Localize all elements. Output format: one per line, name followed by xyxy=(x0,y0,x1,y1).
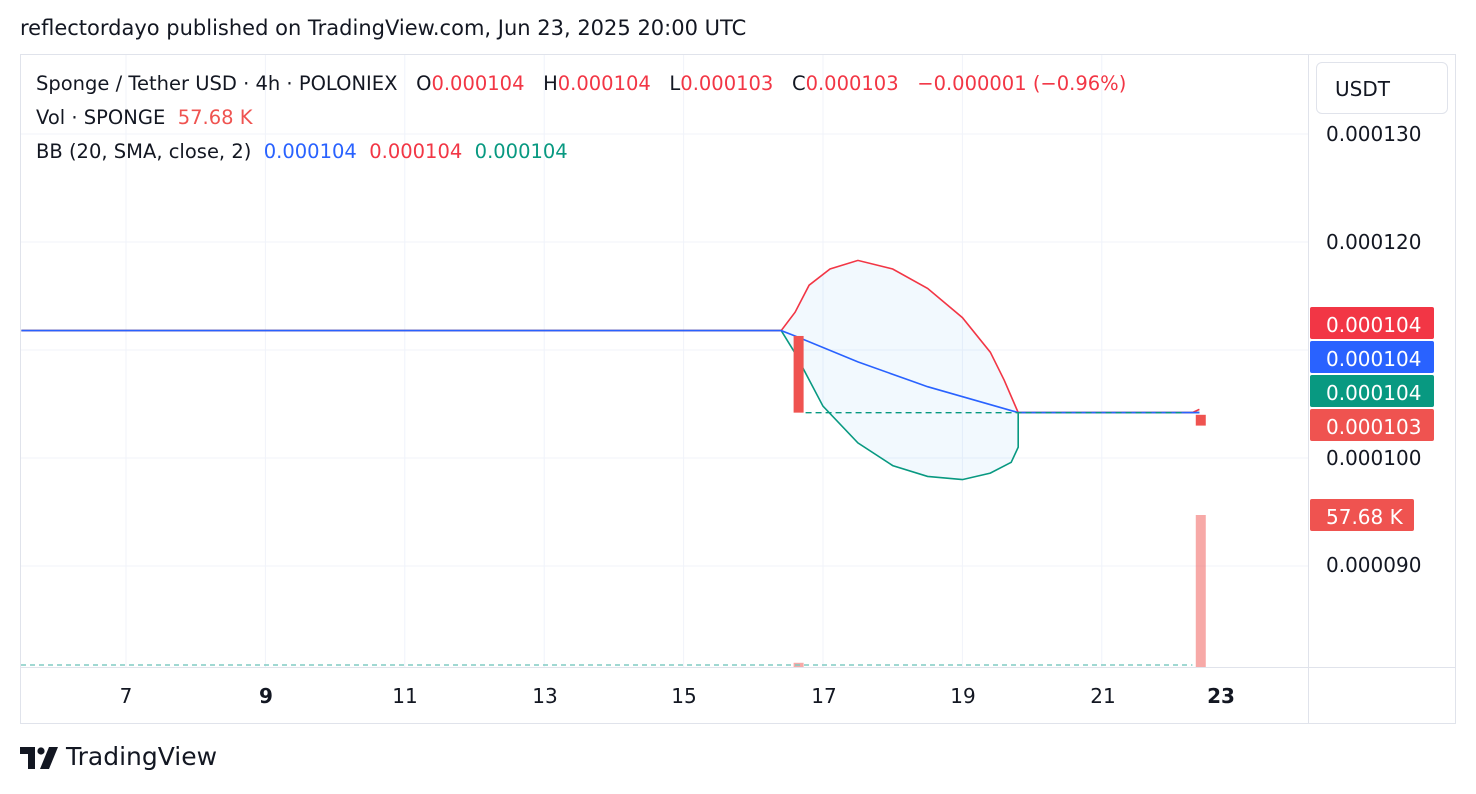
legend-volume[interactable]: Vol · SPONGE 57.68 K xyxy=(36,106,253,129)
volume-value: 57.68 K xyxy=(177,106,253,129)
open-label: O xyxy=(416,72,432,95)
open-value: 0.000104 xyxy=(431,72,525,95)
time-tick: 17 xyxy=(811,684,837,708)
axes xyxy=(20,54,1456,723)
change-value: −0.000001 (−0.96%) xyxy=(917,72,1127,95)
time-tick: 19 xyxy=(950,684,976,708)
low-label: L xyxy=(669,72,681,95)
close-price-tag: 0.000103 xyxy=(1310,409,1434,441)
grid xyxy=(21,55,1308,667)
volume-tag: 57.68 K xyxy=(1310,499,1414,531)
lower-band-tag: 0.000104 xyxy=(1310,375,1434,407)
publish-header: reflectordayo published on TradingView.c… xyxy=(20,16,747,40)
time-tick: 23 xyxy=(1207,684,1235,708)
basis-line xyxy=(21,329,1200,414)
volume-bars xyxy=(21,515,1206,667)
brand-name: TradingView xyxy=(66,742,218,771)
close-label: C xyxy=(791,72,806,95)
chart-frame xyxy=(20,54,1456,724)
bb-lower-value: 0.000104 xyxy=(474,140,568,163)
high-label: H xyxy=(543,72,558,95)
lower-band-line xyxy=(21,329,1200,481)
tradingview-footer[interactable]: TradingView xyxy=(20,742,217,771)
low-value: 0.000103 xyxy=(680,72,774,95)
symbol-label[interactable]: Sponge / Tether USD · 4h · POLONIEX xyxy=(36,72,398,95)
bollinger-band-fill xyxy=(21,260,1200,480)
upper-band-tag: 0.000104 xyxy=(1310,307,1434,339)
price-tick: 0.000090 xyxy=(1326,553,1422,577)
currency-unit-button[interactable]: USDT xyxy=(1316,62,1448,114)
bb-upper-value: 0.000104 xyxy=(369,140,463,163)
bb-label: BB (20, SMA, close, 2) xyxy=(36,140,252,163)
candle xyxy=(1195,414,1206,426)
time-tick: 21 xyxy=(1090,684,1116,708)
band-fill xyxy=(21,260,1200,480)
legend-ohlc: Sponge / Tether USD · 4h · POLONIEX O0.0… xyxy=(36,72,1126,95)
volume-label: Vol · SPONGE xyxy=(36,106,166,129)
price-tick: 0.000130 xyxy=(1326,122,1422,146)
tradingview-logo-icon xyxy=(20,747,58,769)
close-value: 0.000103 xyxy=(805,72,899,95)
basis-tag: 0.000104 xyxy=(1310,341,1434,373)
upper-band-line xyxy=(21,259,1200,414)
legend-bb[interactable]: BB (20, SMA, close, 2) 0.000104 0.000104… xyxy=(36,140,568,163)
time-tick: 7 xyxy=(119,684,133,708)
time-tick: 11 xyxy=(392,684,418,708)
price-tick: 0.000100 xyxy=(1326,446,1422,470)
time-tick: 15 xyxy=(671,684,697,708)
candle xyxy=(793,335,804,413)
price-tick: 0.000120 xyxy=(1326,230,1422,254)
volume-bar xyxy=(1195,515,1206,667)
time-tick: 9 xyxy=(259,684,273,708)
band-lines xyxy=(21,259,1200,481)
high-value: 0.000104 xyxy=(557,72,651,95)
candles xyxy=(793,335,1206,426)
time-tick: 13 xyxy=(532,684,558,708)
bb-basis-value: 0.000104 xyxy=(263,140,357,163)
